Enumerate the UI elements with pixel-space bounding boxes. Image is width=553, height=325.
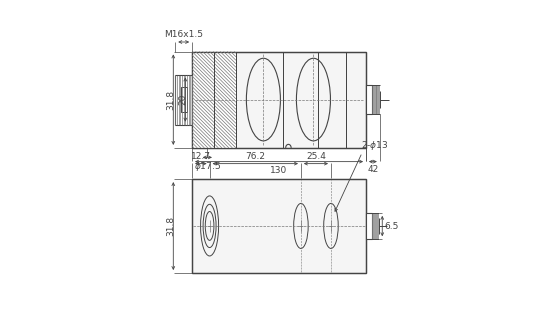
Bar [181,87,186,112]
Text: 25.4: 25.4 [306,152,326,161]
Text: M16x1.5: M16x1.5 [164,30,203,39]
Text: 31.8: 31.8 [166,216,175,236]
Text: 31.8: 31.8 [166,90,175,110]
Bar [192,52,366,148]
Text: 12.7: 12.7 [191,152,211,161]
Bar [366,213,372,239]
Text: 20: 20 [179,94,188,105]
Bar [192,179,366,273]
Bar [192,52,366,148]
Text: 76.2: 76.2 [246,152,265,161]
Text: 6.5: 6.5 [385,222,399,230]
Bar [192,52,236,148]
Text: 2-$\phi$13: 2-$\phi$13 [361,139,389,152]
Text: 130: 130 [270,166,288,175]
Text: 42: 42 [367,165,378,174]
Text: $\phi$17.5: $\phi$17.5 [194,160,221,173]
Bar [192,179,366,273]
Bar [366,85,372,114]
